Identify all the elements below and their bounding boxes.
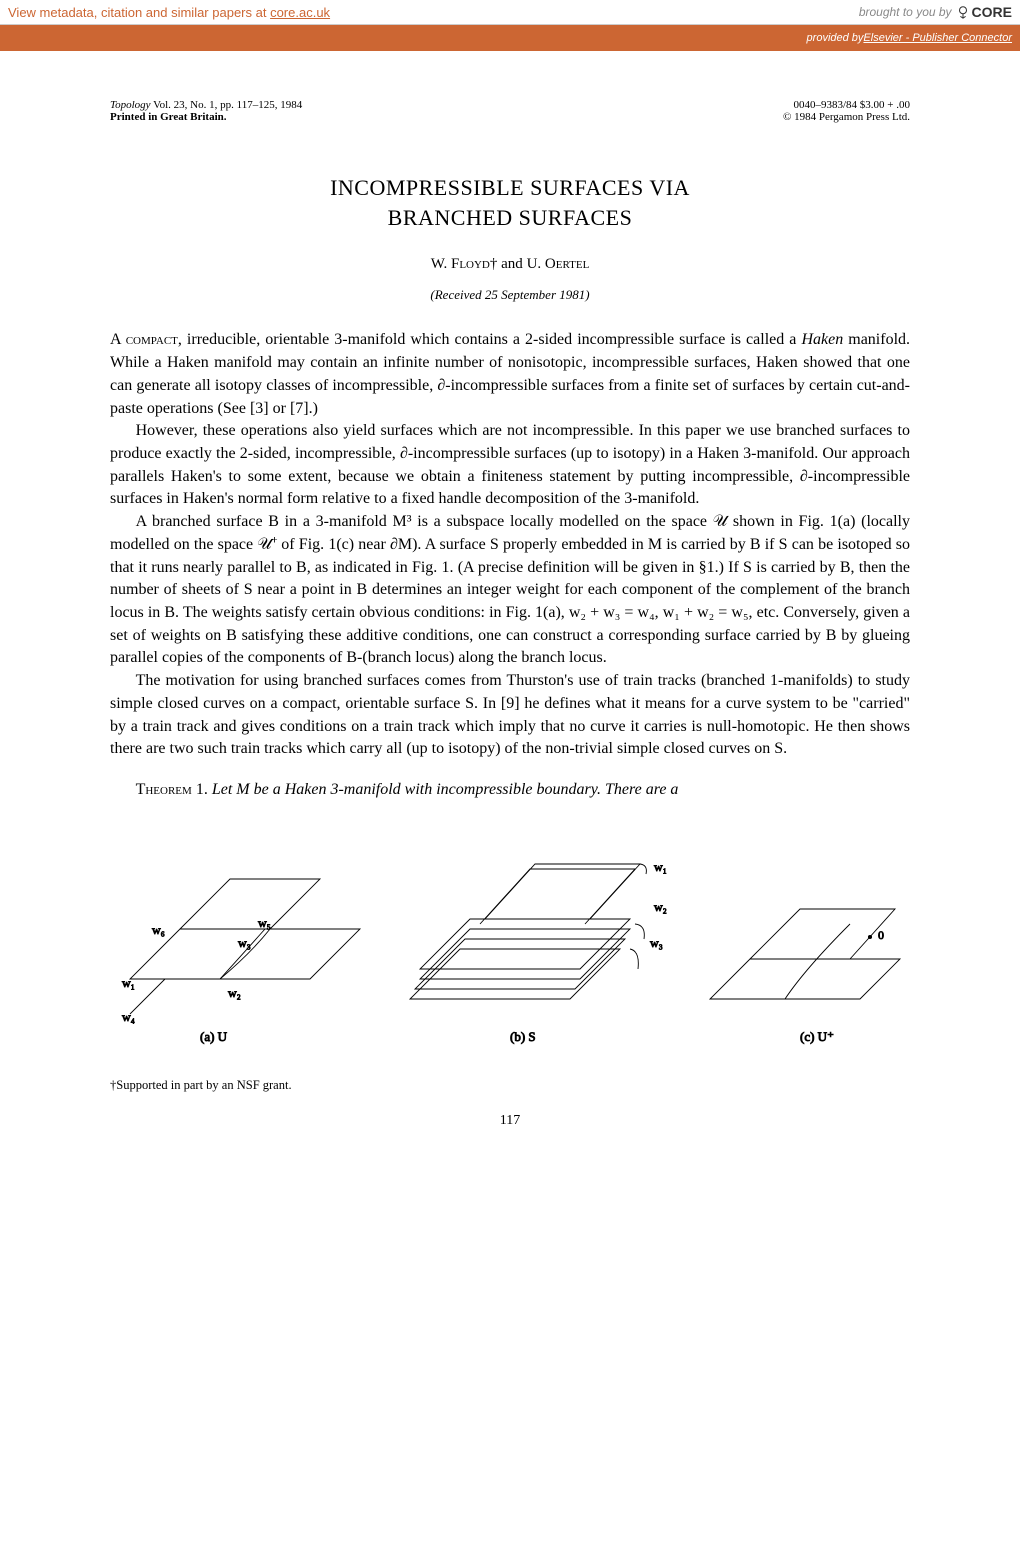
footnote: †Supported in part by an NSF grant. (110, 1078, 910, 1093)
authors: W. Floyd† and U. Oertel (110, 256, 910, 273)
a2-initial: U. (527, 256, 545, 272)
received-date: (Received 25 September 1981) (110, 287, 910, 303)
w6-label: w₆ (152, 923, 165, 937)
printed-in: Printed in Great Britain. (110, 111, 302, 123)
w3-label-a: w₃ (238, 936, 251, 950)
title-line2: BRANCHED SURFACES (388, 205, 633, 230)
w4-label-a: w₄ (122, 1010, 135, 1024)
page-content: Topology Vol. 23, No. 1, pp. 117–125, 19… (0, 51, 1020, 1169)
w1-label-b: w₁ (654, 860, 667, 874)
core-text: CORE (972, 4, 1012, 20)
label-a: (a) U (200, 1029, 228, 1044)
label-c: (c) U⁺ (800, 1029, 834, 1044)
w1-label-a: w₁ (122, 976, 135, 990)
header-row: Topology Vol. 23, No. 1, pp. 117–125, 19… (110, 99, 910, 123)
title-line1: INCOMPRESSIBLE SURFACES VIA (330, 175, 690, 200)
a1-initial: W. (431, 256, 451, 272)
provider-prefix: provided by (807, 32, 864, 44)
zero-point (868, 935, 871, 938)
body-text: A compact, irreducible, orientable 3-man… (110, 329, 910, 761)
provider-bar: provided by Elsevier - Publisher Connect… (0, 25, 1020, 51)
fig-b (410, 864, 646, 999)
paragraph-3: A branched surface B in a 3-manifold M³ … (110, 511, 910, 670)
core-logo[interactable]: CORE (956, 4, 1012, 20)
metadata-left: View metadata, citation and similar pape… (8, 5, 330, 20)
a2-surname: Oertel (545, 256, 589, 272)
w2-label-a: w₂ (228, 986, 241, 1000)
paragraph-1: A compact, irreducible, orientable 3-man… (110, 329, 910, 420)
brought-label: brought to you by (859, 5, 952, 19)
w5-label: w₅ (258, 916, 271, 930)
issn-price: 0040–9383/84 $3.00 + .00 (783, 99, 910, 111)
core-link[interactable]: core.ac.uk (270, 5, 330, 20)
label-b: (b) S (510, 1029, 536, 1044)
header-right: 0040–9383/84 $3.00 + .00 © 1984 Pergamon… (783, 99, 910, 123)
w3-label-b: w₃ (650, 936, 663, 950)
metadata-prefix: View metadata, citation and similar pape… (8, 5, 270, 20)
fig-c (710, 909, 900, 999)
journal-name: Topology (110, 99, 151, 111)
vol-info: Vol. 23, No. 1, pp. 117–125, 1984 (151, 99, 303, 111)
theorem-1: Theorem 1. Let M be a Haken 3-manifold w… (110, 781, 910, 799)
core-icon (956, 5, 970, 19)
page-number: 117 (110, 1113, 910, 1129)
copyright: © 1984 Pergamon Press Ltd. (783, 111, 910, 123)
provider-link[interactable]: Elsevier - Publisher Connector (863, 32, 1012, 44)
zero-label: 0 (878, 928, 884, 942)
a1-surname: Floyd (451, 256, 490, 272)
theorem-stmt: Let M be a Haken 3-manifold with incompr… (212, 781, 679, 798)
theorem-num: 1. (192, 781, 212, 798)
paper-title: INCOMPRESSIBLE SURFACES VIA BRANCHED SUR… (110, 173, 910, 232)
header-left: Topology Vol. 23, No. 1, pp. 117–125, 19… (110, 99, 302, 123)
metadata-bar: View metadata, citation and similar pape… (0, 0, 1020, 25)
paragraph-2: However, these operations also yield sur… (110, 420, 910, 511)
w2-label-b: w₂ (654, 900, 667, 914)
figure-1: w₆ w₅ w₃ w₁ w₂ w₄ (110, 829, 910, 1054)
metadata-right: brought to you by CORE (859, 4, 1012, 20)
theorem-label: Theorem (136, 781, 192, 798)
and: and (497, 256, 526, 272)
figure-svg: w₆ w₅ w₃ w₁ w₂ w₄ (110, 829, 910, 1049)
paragraph-4: The motivation for using branched surfac… (110, 670, 910, 761)
